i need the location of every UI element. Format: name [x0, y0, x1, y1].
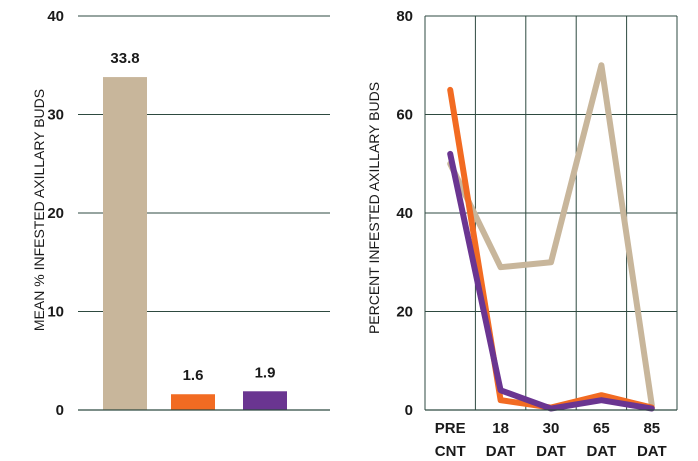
bar-value-labels: 33.8 1.6 1.9	[110, 50, 275, 384]
line-x-tick: CNT	[435, 443, 466, 460]
line-y-tick: 20	[396, 304, 413, 321]
bar-y-tick: 40	[47, 8, 64, 25]
line-y-tick: 80	[396, 8, 413, 25]
line-series	[447, 62, 655, 409]
line-x-tick: 85	[643, 420, 660, 437]
line-x-tick: DAT	[486, 443, 516, 460]
bar-y-axis-label: MEAN % INFESTED AXILLARY BUDS	[31, 89, 47, 331]
line-y-axis-label: PERCENT INFESTED AXILLARY BUDS	[366, 82, 382, 334]
line-y-tick-labels: 0 20 40 60 80	[396, 8, 413, 419]
line-series	[447, 150, 655, 412]
line-x-tick: 65	[593, 420, 610, 437]
line-series	[447, 86, 655, 411]
line-x-tick: DAT	[637, 443, 667, 460]
bar-y-tick: 10	[47, 304, 64, 321]
line-y-tick: 0	[405, 402, 413, 419]
bar-y-tick: 20	[47, 205, 64, 222]
line-x-tick: PRE	[435, 420, 466, 437]
line-x-tick: DAT	[536, 443, 566, 460]
line-x-tick: 18	[492, 420, 509, 437]
line-x-tick: DAT	[587, 443, 617, 460]
line-chart: 0 20 40 60 80 PERCENT INFESTED AXILLARY BUDS…	[366, 8, 678, 460]
bar-value-label: 1.9	[255, 364, 276, 381]
line-gridlines	[424, 15, 678, 410]
bar	[243, 391, 287, 410]
line-series-group	[447, 62, 655, 412]
bar-y-tick: 0	[56, 402, 64, 419]
bar	[103, 77, 147, 410]
bar-y-tick-labels: 0 10 20 30 40	[47, 8, 64, 419]
bar-value-label: 33.8	[110, 50, 139, 67]
bar	[171, 394, 215, 410]
line-y-tick: 60	[396, 107, 413, 124]
bar-marks	[103, 77, 287, 410]
line-y-tick: 40	[396, 205, 413, 222]
bar-value-label: 1.6	[183, 367, 204, 384]
bar-y-tick: 30	[47, 107, 64, 124]
line-x-tick-labels: PRE CNT 18 DAT 30 DAT 65 DAT 85 DAT	[435, 420, 667, 460]
line-x-tick: 30	[543, 420, 560, 437]
